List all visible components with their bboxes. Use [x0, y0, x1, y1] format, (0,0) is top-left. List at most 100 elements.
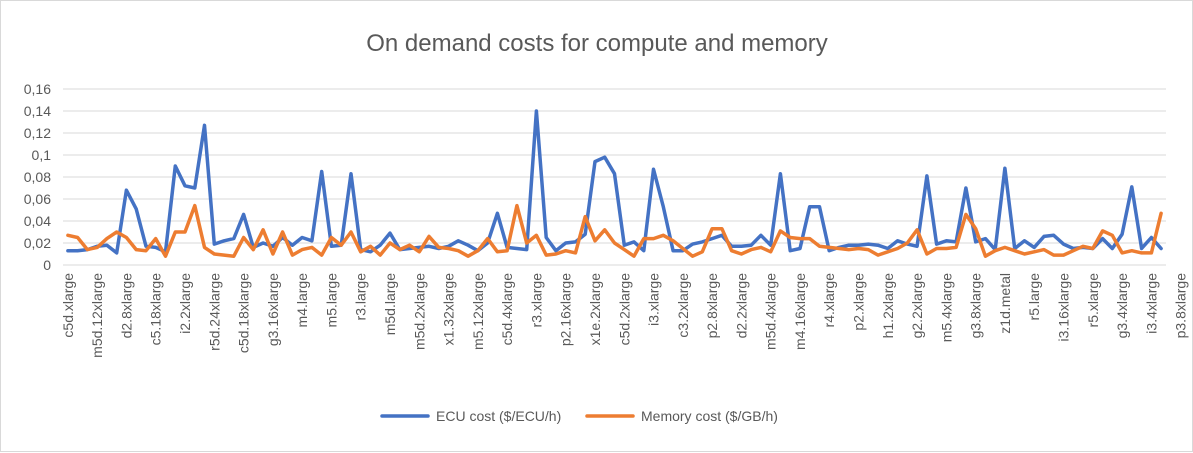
data-point — [155, 238, 157, 240]
x-tick-label: d2.8xlarge — [118, 273, 134, 339]
data-point — [1082, 245, 1084, 247]
data-point — [711, 238, 713, 240]
x-tick-label: g3.4xlarge — [1114, 273, 1130, 339]
x-tick-label: x1.32xlarge — [441, 273, 457, 346]
x-tick-label: m5d.large — [382, 273, 398, 335]
y-tick-label: 0,02 — [24, 235, 51, 251]
data-point — [936, 243, 938, 245]
data-point — [243, 236, 245, 239]
data-point — [643, 250, 645, 252]
x-tick-label: g3.16xlarge — [265, 273, 281, 346]
data-point — [662, 234, 664, 236]
data-point — [1102, 230, 1104, 232]
data-point — [613, 173, 616, 175]
data-point — [623, 249, 625, 251]
data-point — [428, 245, 430, 247]
data-point — [487, 242, 489, 244]
x-tick-label: i3.16xlarge — [1056, 273, 1072, 342]
data-point — [877, 244, 879, 246]
data-point — [262, 242, 264, 244]
data-point — [594, 161, 596, 163]
data-point — [389, 232, 391, 234]
data-point — [213, 243, 215, 245]
data-point — [965, 187, 967, 189]
data-point — [652, 238, 655, 240]
data-point — [789, 250, 791, 252]
data-point — [1004, 246, 1006, 248]
data-point — [809, 238, 811, 240]
data-point — [1111, 247, 1113, 250]
data-point — [1150, 252, 1152, 254]
data-point — [887, 247, 889, 250]
data-point — [457, 240, 459, 242]
data-point — [916, 245, 918, 247]
data-point — [779, 230, 782, 232]
data-point — [565, 250, 567, 252]
data-point — [857, 247, 860, 250]
data-point — [223, 254, 225, 256]
data-point — [731, 250, 733, 252]
data-point — [594, 240, 596, 242]
x-tick-label: p3.8xlarge — [1173, 273, 1189, 339]
data-point — [135, 208, 137, 210]
data-point — [760, 234, 762, 236]
data-point — [887, 251, 889, 253]
data-point — [448, 247, 450, 250]
series-lines — [66, 109, 1163, 258]
data-point — [1150, 236, 1152, 239]
x-tick-label: i2.2xlarge — [177, 273, 193, 334]
x-tick-label: r4.xlarge — [821, 273, 837, 328]
data-point — [975, 228, 977, 230]
y-tick-label: 0,08 — [24, 169, 51, 185]
data-point — [770, 244, 772, 246]
data-point — [1141, 252, 1143, 254]
data-point — [643, 238, 645, 240]
y-tick-label: 0 — [43, 257, 51, 273]
x-tick-label: c5d.xlarge — [60, 273, 76, 338]
data-point — [399, 249, 401, 251]
data-point — [965, 213, 967, 215]
data-point — [184, 231, 186, 233]
data-point — [516, 247, 518, 250]
data-point — [906, 242, 908, 244]
data-point — [203, 246, 206, 248]
data-point — [233, 255, 235, 257]
data-point — [116, 231, 118, 233]
data-point — [321, 254, 323, 256]
data-point — [984, 255, 987, 257]
data-point — [477, 250, 479, 252]
data-point — [760, 246, 762, 248]
data-point — [633, 255, 635, 257]
data-point — [672, 240, 674, 242]
data-point — [1102, 238, 1104, 240]
x-tick-label: r3.xlarge — [528, 273, 544, 328]
data-point — [867, 249, 869, 251]
data-point — [1053, 254, 1055, 256]
data-point — [955, 246, 957, 248]
data-point — [77, 236, 79, 239]
data-point — [623, 244, 625, 246]
data-point — [282, 236, 284, 239]
data-point — [1062, 254, 1065, 256]
data-point — [526, 249, 528, 251]
x-tick-label: c5d.18xlarge — [236, 273, 252, 353]
data-point — [291, 244, 293, 246]
data-point — [194, 205, 196, 207]
data-point — [291, 254, 293, 256]
data-point — [721, 228, 723, 230]
x-tick-label: c5d.4xlarge — [499, 273, 515, 346]
data-point — [262, 229, 264, 231]
data-point — [116, 252, 118, 254]
data-point — [408, 247, 411, 250]
data-point — [926, 175, 928, 177]
x-tick-label: z1d.metal — [997, 273, 1013, 334]
data-point — [145, 250, 147, 252]
x-tick-label: d2.2xlarge — [733, 273, 749, 339]
data-point — [818, 245, 821, 247]
data-point — [526, 242, 528, 244]
x-axis: c5d.xlarge m5d.12xlarge d2.8xlarge c5.18xla… — [60, 264, 1189, 358]
data-point — [67, 234, 69, 236]
data-point — [672, 250, 674, 252]
data-point — [184, 185, 186, 187]
